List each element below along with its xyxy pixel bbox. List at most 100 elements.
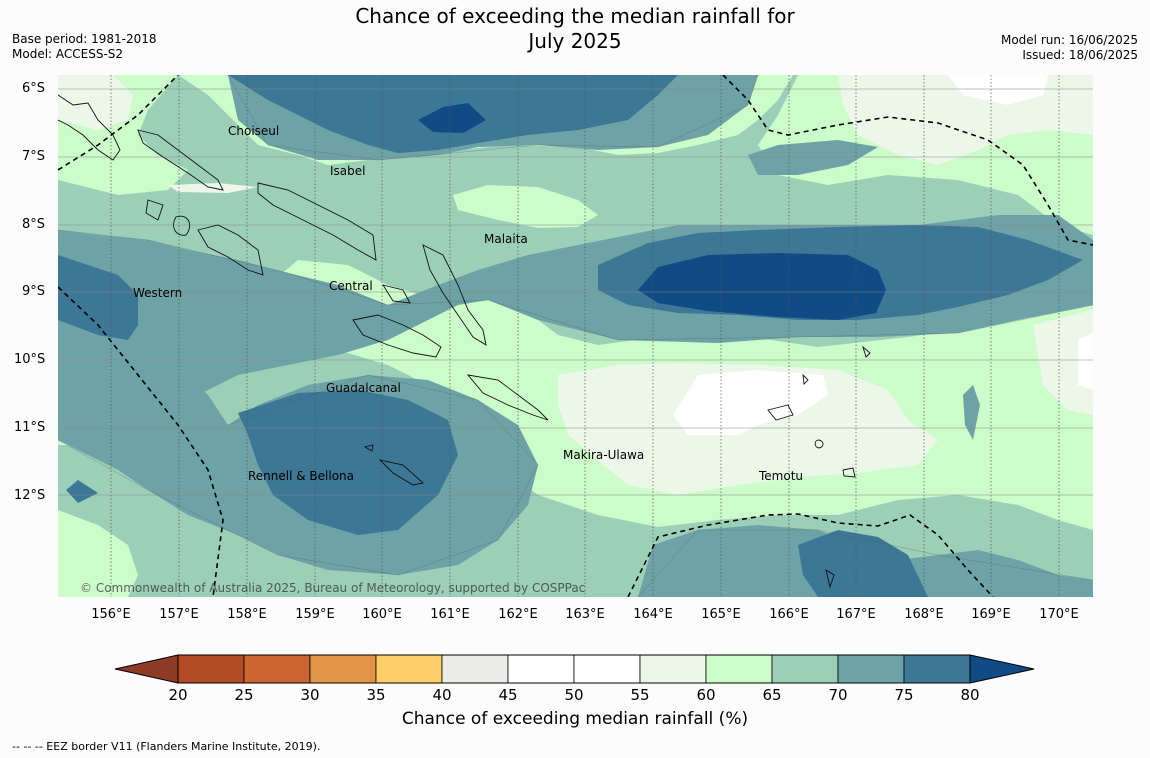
- lat-label-6s: 6°S: [22, 81, 46, 96]
- contour-70-75-northeast: [748, 140, 878, 175]
- lon-label-157e: 157°E: [159, 607, 199, 622]
- colorbar-over-arrow: [969, 654, 1035, 684]
- colorbar-tick-label: 40: [432, 686, 451, 704]
- colorbar-tick-label: 80: [960, 686, 979, 704]
- label-malaita: Malaita: [484, 232, 528, 246]
- island-utupua: [814, 439, 824, 449]
- lon-label-167e: 167°E: [836, 607, 876, 622]
- map-copyright: © Commonwealth of Australia 2025, Bureau…: [80, 581, 585, 595]
- colorbar-frame: [177, 654, 971, 684]
- colorbar-tick-label: 35: [366, 686, 385, 704]
- lon-label-156e: 156°E: [91, 607, 131, 622]
- island-guadalcanal: [352, 314, 442, 358]
- lon-label-158e: 158°E: [227, 607, 267, 622]
- label-western: Western: [133, 286, 182, 300]
- island-kolombangara: [173, 215, 190, 236]
- label-guadalcanal: Guadalcanal: [326, 381, 401, 395]
- label-rennell-bellona: Rennell & Bellona: [248, 469, 354, 483]
- island-florida: [382, 284, 411, 304]
- meta-right: Model run: 16/06/2025 Issued: 18/06/2025: [1001, 33, 1138, 63]
- lon-label-160e: 160°E: [362, 607, 402, 622]
- map-title-line2: July 2025: [528, 29, 622, 53]
- lat-label-11s: 11°S: [14, 420, 46, 435]
- contour-55-60-far-east: [1033, 310, 1093, 415]
- colorbar-cell: [639, 654, 707, 684]
- lon-label-166e: 166°E: [769, 607, 809, 622]
- model-run-label: Model run: 16/06/2025: [1000, 33, 1138, 47]
- island-bellona: [363, 444, 374, 452]
- colorbar-tick-label: 50: [564, 686, 583, 704]
- island-duff: [802, 373, 809, 385]
- colorbar-cell: [507, 654, 575, 684]
- lon-label-159e: 159°E: [295, 607, 335, 622]
- eez-borders: [58, 75, 1093, 597]
- contour-60-65-southwest: [58, 510, 138, 597]
- lat-label-8s: 8°S: [22, 217, 46, 232]
- island-outlines: [58, 94, 871, 589]
- issued-label: Issued: 18/06/2025: [1022, 48, 1138, 62]
- rainfall-map: Choiseul Isabel Malaita Western Central …: [58, 75, 1093, 597]
- colorbar-tick-label: 70: [828, 686, 847, 704]
- map-title: Chance of exceeding the median rainfall …: [0, 4, 1150, 54]
- island-vanikoro: [842, 467, 856, 478]
- colorbar-under-arrow: [114, 654, 179, 684]
- colorbar-cell: [375, 654, 443, 684]
- island-malaita: [422, 244, 487, 346]
- label-central: Central: [329, 279, 373, 293]
- lon-label-169e: 169°E: [971, 607, 1011, 622]
- colorbar: 20 25 30 35 40 45 50 55 60 65 70 75 80: [114, 654, 1035, 704]
- colorbar-tick-label: 65: [762, 686, 781, 704]
- contour-lines: [58, 75, 1093, 597]
- colorbar-cell: [177, 654, 245, 684]
- lat-label-10s: 10°S: [14, 352, 46, 367]
- lon-label-162e: 162°E: [498, 607, 538, 622]
- colorbar-title: Chance of exceeding median rainfall (%): [401, 709, 749, 729]
- colorbar-tick-label: 20: [168, 686, 187, 704]
- colorbar-tick-label: 60: [696, 686, 715, 704]
- colorbar-cell: [573, 654, 641, 684]
- meta-left: Base period: 1981-2018 Model: ACCESS-S2: [12, 32, 157, 62]
- island-makira: [466, 374, 549, 421]
- contour-75-80-southeast: [798, 530, 928, 597]
- island-vella-lavella: [145, 199, 164, 221]
- contour-70-75-east-strip: [963, 385, 980, 440]
- label-choiseul: Choiseul: [228, 124, 279, 138]
- colorbar-cell: [309, 654, 377, 684]
- colorbar-ticks: 20 25 30 35 40 45 50 55 60 65 70 75 80: [168, 686, 979, 704]
- lat-label-7s: 7°S: [22, 149, 46, 164]
- lon-label-164e: 164°E: [633, 607, 673, 622]
- contour-60-65-malaita: [453, 185, 598, 228]
- label-isabel: Isabel: [330, 164, 365, 178]
- colorbar-tick-label: 55: [630, 686, 649, 704]
- contour-80-east: [638, 253, 886, 320]
- map-parallels: [58, 88, 1093, 496]
- island-bougainville: [58, 94, 121, 161]
- lon-label-170e: 170°E: [1039, 607, 1079, 622]
- colorbar-cell: [705, 654, 773, 684]
- lon-label-165e: 165°E: [701, 607, 741, 622]
- colorbar-cell: [903, 654, 971, 684]
- colorbar-tick-label: 30: [300, 686, 319, 704]
- eez-footnote: -- -- -- EEZ border V11 (Flanders Marine…: [12, 740, 321, 753]
- colorbar-tick-label: 75: [894, 686, 913, 704]
- colorbar-cell: [243, 654, 311, 684]
- colorbar-cell: [771, 654, 839, 684]
- colorbar-tick-label: 45: [498, 686, 517, 704]
- contour-75-80-southwest: [238, 390, 458, 535]
- island-santa-cruz: [767, 404, 794, 421]
- island-isabel: [257, 182, 377, 261]
- map-title-line1: Chance of exceeding the median rainfall …: [355, 4, 795, 28]
- colorbar-cell: [837, 654, 905, 684]
- contour-45-55-east: [673, 370, 828, 435]
- label-makira-ulawa: Makira-Ulawa: [563, 448, 644, 462]
- island-tikopia: [825, 569, 835, 589]
- base-period-label: Base period: 1981-2018: [12, 32, 157, 46]
- lat-label-9s: 9°S: [22, 284, 46, 299]
- island-rennell: [378, 459, 424, 486]
- map-graticule: [110, 75, 1060, 597]
- colorbar-cell: [441, 654, 509, 684]
- island-new-georgia: [197, 224, 264, 276]
- colorbar-cells: [177, 654, 971, 684]
- lat-label-12s: 12°S: [14, 488, 46, 503]
- model-label: Model: ACCESS-S2: [12, 47, 124, 61]
